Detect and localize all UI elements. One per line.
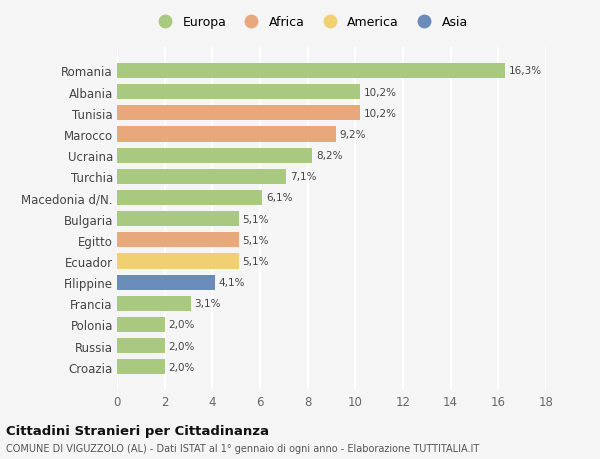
Text: 3,1%: 3,1% xyxy=(194,299,221,308)
Text: 5,1%: 5,1% xyxy=(242,235,269,245)
Text: 5,1%: 5,1% xyxy=(242,214,269,224)
Bar xyxy=(117,254,239,269)
Text: 2,0%: 2,0% xyxy=(168,362,194,372)
Bar xyxy=(117,359,164,375)
Legend: Europa, Africa, America, Asia: Europa, Africa, America, Asia xyxy=(150,13,470,31)
Bar xyxy=(117,233,239,248)
Text: 10,2%: 10,2% xyxy=(364,88,397,97)
Text: COMUNE DI VIGUZZOLO (AL) - Dati ISTAT al 1° gennaio di ogni anno - Elaborazione : COMUNE DI VIGUZZOLO (AL) - Dati ISTAT al… xyxy=(6,443,479,453)
Text: 9,2%: 9,2% xyxy=(340,130,367,140)
Bar xyxy=(117,317,164,332)
Text: 5,1%: 5,1% xyxy=(242,257,269,266)
Text: 16,3%: 16,3% xyxy=(509,67,542,76)
Bar xyxy=(117,190,262,206)
Bar xyxy=(117,169,286,185)
Text: 2,0%: 2,0% xyxy=(168,320,194,330)
Bar xyxy=(117,148,313,163)
Bar xyxy=(117,64,505,79)
Bar xyxy=(117,296,191,311)
Bar xyxy=(117,85,360,100)
Text: 2,0%: 2,0% xyxy=(168,341,194,351)
Bar xyxy=(117,338,164,353)
Bar xyxy=(117,127,336,142)
Bar xyxy=(117,275,215,290)
Text: 6,1%: 6,1% xyxy=(266,193,292,203)
Bar xyxy=(117,106,360,121)
Text: 10,2%: 10,2% xyxy=(364,109,397,118)
Text: 4,1%: 4,1% xyxy=(218,278,245,287)
Text: 8,2%: 8,2% xyxy=(316,151,343,161)
Bar xyxy=(117,212,239,227)
Text: Cittadini Stranieri per Cittadinanza: Cittadini Stranieri per Cittadinanza xyxy=(6,424,269,437)
Text: 7,1%: 7,1% xyxy=(290,172,316,182)
